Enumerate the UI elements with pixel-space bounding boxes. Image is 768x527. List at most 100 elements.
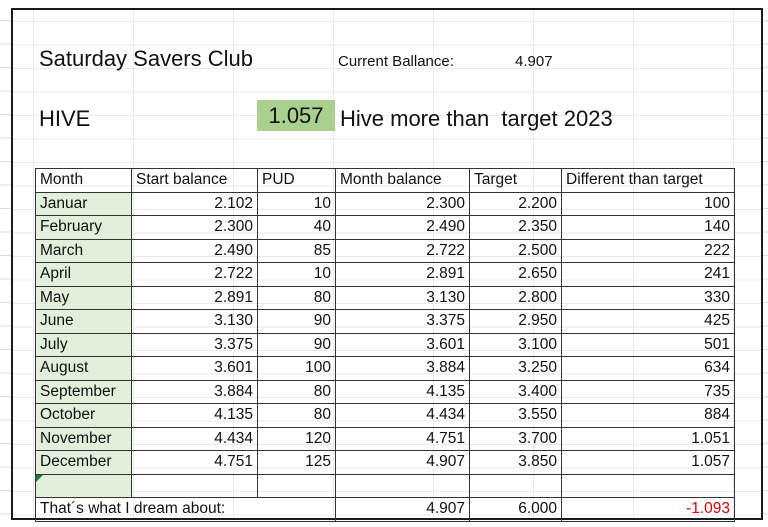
- cell-pud[interactable]: 80: [257, 403, 336, 428]
- dream-difference[interactable]: -1.093: [561, 497, 735, 522]
- cell-difference[interactable]: 100: [561, 191, 735, 216]
- cell-month[interactable]: July: [35, 332, 132, 357]
- cell-month-balance[interactable]: 2.490: [335, 215, 470, 240]
- cell-difference[interactable]: 735: [561, 379, 735, 404]
- cell-start-balance[interactable]: 2.891: [131, 285, 258, 310]
- header-target[interactable]: Target: [469, 168, 562, 193]
- cell-month[interactable]: November: [35, 426, 132, 451]
- cell-target[interactable]: 2.800: [469, 285, 562, 310]
- cell-start-balance[interactable]: 3.884: [131, 379, 258, 404]
- selected-empty-cell[interactable]: [35, 473, 132, 498]
- cell-pud[interactable]: 125: [257, 450, 336, 475]
- cell-pud[interactable]: 85: [257, 238, 336, 263]
- cell-difference[interactable]: 241: [561, 262, 735, 287]
- table-row: December 4.751 125 4.907 3.850 1.057: [35, 450, 735, 475]
- cell-pud[interactable]: 120: [257, 426, 336, 451]
- cell-month[interactable]: September: [35, 379, 132, 404]
- cell-start-balance[interactable]: 4.434: [131, 426, 258, 451]
- cell-pud[interactable]: 100: [257, 356, 336, 381]
- table-row: July 3.375 90 3.601 3.100 501: [35, 332, 735, 357]
- cell-start-balance[interactable]: 4.751: [131, 450, 258, 475]
- cell-difference[interactable]: 501: [561, 332, 735, 357]
- cell-month[interactable]: March: [35, 238, 132, 263]
- cell-target[interactable]: 2.350: [469, 215, 562, 240]
- header-month-balance[interactable]: Month balance: [335, 168, 470, 193]
- cell-difference[interactable]: 1.057: [561, 450, 735, 475]
- empty-cell[interactable]: [257, 473, 336, 498]
- cell-target[interactable]: 3.400: [469, 379, 562, 404]
- page-title[interactable]: Saturday Savers Club: [39, 46, 253, 71]
- header-start-balance[interactable]: Start balance: [131, 168, 258, 193]
- hive-description[interactable]: Hive more than target 2023: [340, 106, 613, 131]
- header-different-than-target[interactable]: Different than target: [561, 168, 735, 193]
- cell-month-balance[interactable]: 4.135: [335, 379, 470, 404]
- cell-target[interactable]: 2.200: [469, 191, 562, 216]
- cell-month-balance[interactable]: 3.375: [335, 309, 470, 334]
- cell-difference[interactable]: 634: [561, 356, 735, 381]
- dream-month-balance[interactable]: 4.907: [335, 497, 470, 522]
- cell-month-balance[interactable]: 4.907: [335, 450, 470, 475]
- cell-month-balance[interactable]: 2.300: [335, 191, 470, 216]
- cell-month[interactable]: December: [35, 450, 132, 475]
- current-balance-label[interactable]: Current Ballance:: [338, 53, 454, 70]
- cell-pud[interactable]: 80: [257, 285, 336, 310]
- cell-difference[interactable]: 1.051: [561, 426, 735, 451]
- empty-cell[interactable]: [131, 473, 258, 498]
- cell-difference[interactable]: 884: [561, 403, 735, 428]
- cell-month[interactable]: Januar: [35, 191, 132, 216]
- cell-start-balance[interactable]: 4.135: [131, 403, 258, 428]
- cell-target[interactable]: 2.650: [469, 262, 562, 287]
- sheet-area: Saturday Savers Club Current Ballance: 4…: [11, 8, 763, 522]
- cell-month[interactable]: April: [35, 262, 132, 287]
- hive-label[interactable]: HIVE: [39, 106, 91, 131]
- cell-pud[interactable]: 10: [257, 191, 336, 216]
- cell-pud[interactable]: 80: [257, 379, 336, 404]
- cell-month-balance[interactable]: 2.722: [335, 238, 470, 263]
- cell-month-balance[interactable]: 4.434: [335, 403, 470, 428]
- table-row: October 4.135 80 4.434 3.550 884: [35, 403, 735, 428]
- cell-target[interactable]: 3.100: [469, 332, 562, 357]
- cell-start-balance[interactable]: 3.130: [131, 309, 258, 334]
- cell-start-balance[interactable]: 2.300: [131, 215, 258, 240]
- cell-month-balance[interactable]: 2.891: [335, 262, 470, 287]
- cell-month[interactable]: August: [35, 356, 132, 381]
- cell-month-balance[interactable]: 3.884: [335, 356, 470, 381]
- cell-start-balance[interactable]: 3.601: [131, 356, 258, 381]
- cell-month[interactable]: October: [35, 403, 132, 428]
- cell-difference[interactable]: 425: [561, 309, 735, 334]
- cell-start-balance[interactable]: 3.375: [131, 332, 258, 357]
- cell-month[interactable]: May: [35, 285, 132, 310]
- table-row: August 3.601 100 3.884 3.250 634: [35, 356, 735, 381]
- empty-cell[interactable]: [335, 473, 470, 498]
- cell-month[interactable]: February: [35, 215, 132, 240]
- header-month[interactable]: Month: [35, 168, 132, 193]
- current-balance-value[interactable]: 4.907: [515, 53, 553, 70]
- cell-difference[interactable]: 222: [561, 238, 735, 263]
- cell-month[interactable]: June: [35, 309, 132, 334]
- empty-cell[interactable]: [469, 473, 562, 498]
- cell-target[interactable]: 3.700: [469, 426, 562, 451]
- cell-target[interactable]: 3.550: [469, 403, 562, 428]
- cell-difference[interactable]: 140: [561, 215, 735, 240]
- cell-start-balance[interactable]: 2.102: [131, 191, 258, 216]
- cell-target[interactable]: 3.850: [469, 450, 562, 475]
- cell-month-balance[interactable]: 4.751: [335, 426, 470, 451]
- dream-label[interactable]: That´s what I dream about:: [35, 497, 336, 522]
- cell-difference[interactable]: 330: [561, 285, 735, 310]
- dream-target[interactable]: 6.000: [469, 497, 562, 522]
- empty-cell[interactable]: [561, 473, 735, 498]
- cell-pud[interactable]: 10: [257, 262, 336, 287]
- cell-pud[interactable]: 90: [257, 309, 336, 334]
- cell-target[interactable]: 3.250: [469, 356, 562, 381]
- cell-target[interactable]: 2.950: [469, 309, 562, 334]
- dream-row: That´s what I dream about: 4.907 6.000 -…: [35, 497, 735, 522]
- cell-target[interactable]: 2.500: [469, 238, 562, 263]
- cell-month-balance[interactable]: 3.130: [335, 285, 470, 310]
- cell-start-balance[interactable]: 2.490: [131, 238, 258, 263]
- cell-pud[interactable]: 40: [257, 215, 336, 240]
- header-pud[interactable]: PUD: [257, 168, 336, 193]
- cell-pud[interactable]: 90: [257, 332, 336, 357]
- hive-value-cell[interactable]: 1.057: [257, 100, 335, 131]
- cell-month-balance[interactable]: 3.601: [335, 332, 470, 357]
- cell-start-balance[interactable]: 2.722: [131, 262, 258, 287]
